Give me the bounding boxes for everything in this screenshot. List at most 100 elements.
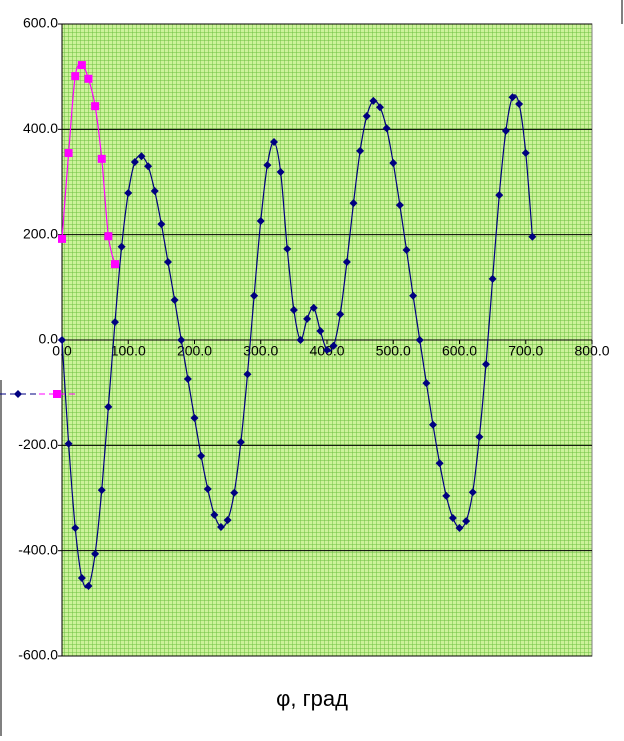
data-point	[130, 157, 139, 166]
data-point	[117, 242, 126, 251]
data-point	[409, 291, 418, 300]
data-point	[230, 488, 239, 497]
y-tick-label: -200.0	[18, 436, 58, 452]
x-tick-label: 700.0	[508, 343, 543, 359]
y-tick-label: -600.0	[18, 647, 58, 663]
data-point	[482, 360, 490, 369]
data-point	[197, 451, 206, 460]
data-point	[356, 146, 365, 155]
data-point	[124, 189, 133, 198]
data-point	[376, 103, 384, 112]
x-tick-label: 800.0	[574, 343, 609, 359]
data-point	[164, 258, 172, 267]
data-point	[303, 314, 312, 323]
data-point	[342, 258, 351, 267]
data-point	[309, 303, 318, 312]
x-tick-label: 300.0	[243, 343, 278, 359]
y-tick-label: 200.0	[23, 225, 58, 241]
data-point	[382, 124, 391, 133]
data-point	[289, 305, 298, 314]
data-point	[111, 318, 119, 327]
data-point	[170, 295, 179, 304]
y-tick-label: 400.0	[23, 120, 58, 136]
data-point	[296, 336, 305, 344]
data-point	[84, 581, 93, 590]
data-point	[495, 191, 504, 200]
data-point	[283, 244, 292, 253]
data-point	[236, 438, 245, 447]
data-point	[448, 514, 457, 523]
data-point	[263, 161, 272, 170]
data-point	[276, 167, 285, 176]
data-point	[104, 402, 113, 411]
data-point	[217, 522, 225, 531]
data-point	[515, 100, 524, 109]
data-point	[362, 112, 371, 121]
data-point	[389, 159, 398, 168]
data-point	[71, 72, 80, 81]
data-point	[144, 162, 153, 171]
y-tick-label: -400.0	[18, 541, 58, 557]
data-point	[243, 370, 252, 379]
x-axis-label: φ, град	[276, 686, 348, 711]
data-point	[256, 216, 265, 225]
data-point	[157, 220, 166, 229]
data-point	[475, 432, 484, 441]
data-point	[137, 152, 146, 161]
data-point	[415, 336, 424, 344]
data-point	[468, 488, 477, 497]
legend-marker	[14, 390, 22, 398]
data-point	[429, 420, 437, 429]
data-point	[336, 310, 345, 319]
data-point	[58, 234, 66, 243]
data-point	[91, 102, 100, 111]
data-point	[369, 96, 378, 105]
data-point	[97, 154, 106, 163]
legend-marker	[53, 390, 61, 398]
x-tick-label: 500.0	[376, 343, 411, 359]
y-tick-label: 0.0	[39, 331, 59, 347]
data-point	[104, 232, 113, 241]
data-point	[183, 374, 192, 383]
data-point	[395, 201, 404, 210]
data-point	[64, 149, 73, 158]
data-point	[501, 126, 510, 135]
data-point	[462, 517, 471, 526]
data-point	[190, 413, 199, 422]
y-tick-label: 600.0	[23, 15, 58, 31]
data-point	[91, 549, 100, 558]
data-point	[250, 291, 259, 300]
data-point	[442, 491, 451, 500]
data-point	[316, 327, 325, 336]
data-point	[64, 439, 73, 448]
x-tick-label: 200.0	[177, 343, 212, 359]
data-point	[77, 61, 86, 70]
data-point	[177, 336, 186, 344]
data-point	[58, 336, 66, 344]
data-point	[488, 274, 497, 283]
data-point	[111, 260, 119, 269]
data-point	[323, 346, 331, 355]
x-tick-label: 100.0	[111, 343, 146, 359]
data-point	[270, 137, 278, 146]
data-point	[71, 524, 80, 533]
data-point	[402, 245, 411, 254]
data-point	[329, 341, 338, 350]
data-point	[422, 379, 431, 388]
data-point	[455, 524, 464, 533]
data-point	[528, 232, 537, 241]
data-point	[97, 486, 106, 495]
data-point	[349, 199, 358, 208]
data-point	[223, 516, 232, 525]
data-point	[210, 510, 219, 519]
data-point	[77, 574, 86, 583]
data-point	[150, 186, 159, 195]
data-point	[84, 74, 93, 83]
data-point	[203, 485, 212, 494]
data-point	[435, 459, 444, 468]
x-tick-label: 600.0	[442, 343, 477, 359]
data-point	[521, 149, 530, 158]
data-point	[508, 93, 517, 102]
